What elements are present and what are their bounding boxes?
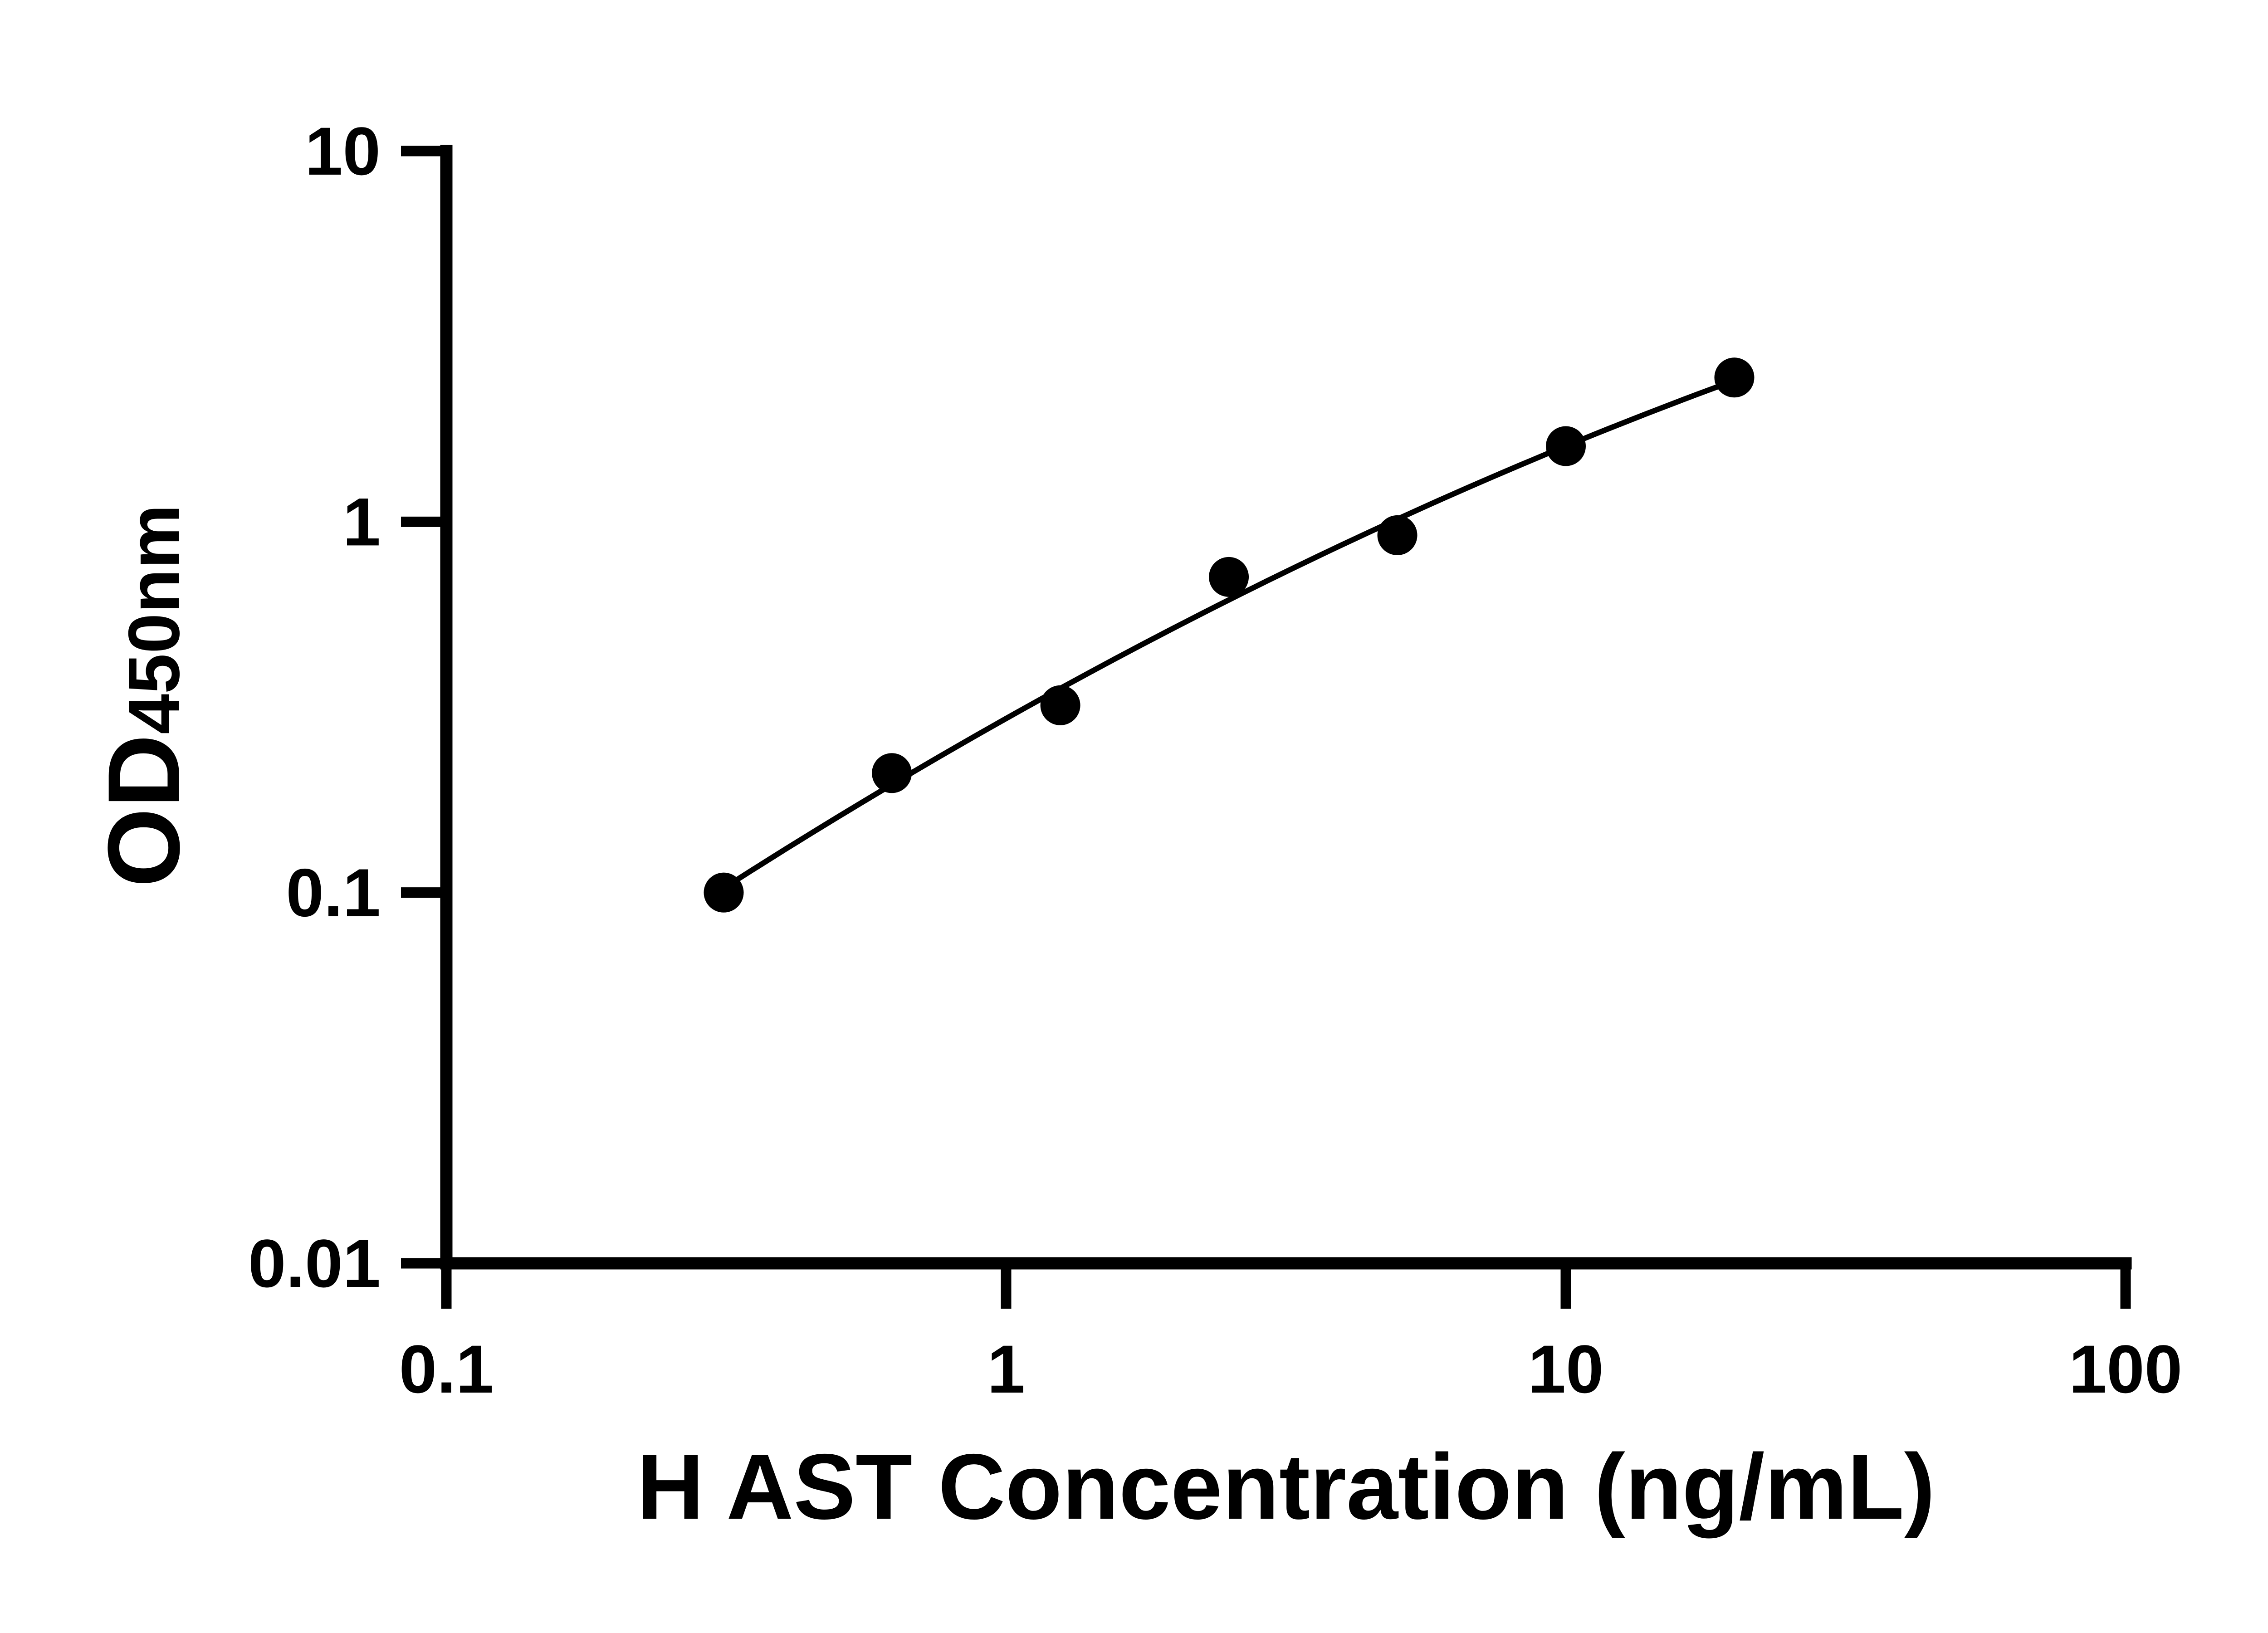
x-tick-label: 100: [2069, 1331, 2182, 1407]
y-axis-title-subscript: 450nm: [113, 504, 195, 734]
y-tick-label: 0.01: [248, 1225, 381, 1301]
x-tick-label: 0.1: [399, 1331, 494, 1407]
y-tick-label: 10: [305, 113, 381, 189]
data-point: [1714, 357, 1755, 398]
y-tick-label: 0.1: [286, 855, 381, 931]
x-tick-label: 1: [987, 1331, 1025, 1407]
y-tick-label: 1: [343, 484, 381, 560]
data-point: [872, 753, 912, 793]
data-point: [1209, 557, 1249, 597]
x-axis-title: H AST Concentration (ng/mL): [636, 1435, 1936, 1539]
data-point: [704, 872, 744, 913]
y-axis-title-main: OD: [86, 734, 201, 888]
data-point: [1377, 515, 1418, 555]
data-point: [1040, 685, 1080, 725]
y-axis-title: OD450nm: [87, 504, 201, 887]
x-tick-label: 10: [1528, 1331, 1604, 1407]
data-point: [1546, 426, 1586, 466]
